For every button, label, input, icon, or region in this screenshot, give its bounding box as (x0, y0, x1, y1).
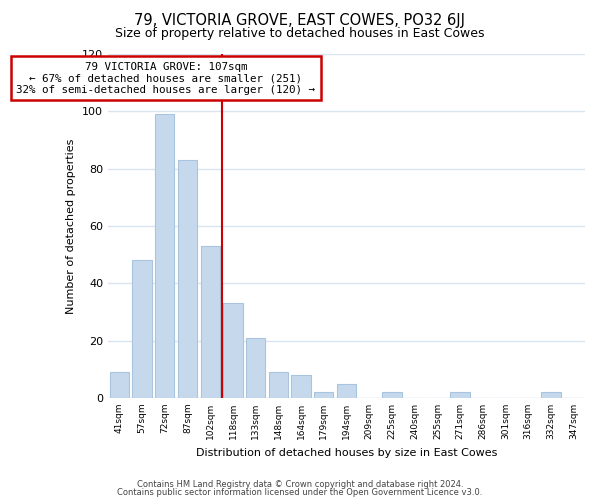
Bar (541, 392, 560, 398)
Bar (337, 384, 356, 398)
Bar (200, 246, 220, 398)
Bar (246, 338, 265, 398)
Bar (110, 372, 129, 398)
Text: Contains public sector information licensed under the Open Government Licence v3: Contains public sector information licen… (118, 488, 482, 497)
Text: 79 VICTORIA GROVE: 107sqm
← 67% of detached houses are smaller (251)
32% of semi: 79 VICTORIA GROVE: 107sqm ← 67% of detac… (16, 62, 316, 95)
Text: Contains HM Land Registry data © Crown copyright and database right 2024.: Contains HM Land Registry data © Crown c… (137, 480, 463, 489)
Y-axis label: Number of detached properties: Number of detached properties (67, 138, 76, 314)
Bar (382, 392, 401, 398)
X-axis label: Distribution of detached houses by size in East Cowes: Distribution of detached houses by size … (196, 448, 497, 458)
Bar (314, 392, 334, 398)
Bar (269, 372, 288, 398)
Bar (451, 392, 470, 398)
Bar (292, 375, 311, 398)
Bar (178, 160, 197, 398)
Bar (155, 114, 175, 398)
Text: 79, VICTORIA GROVE, EAST COWES, PO32 6JJ: 79, VICTORIA GROVE, EAST COWES, PO32 6JJ (134, 12, 466, 28)
Bar (223, 304, 242, 398)
Bar (133, 260, 152, 398)
Text: Size of property relative to detached houses in East Cowes: Size of property relative to detached ho… (115, 28, 485, 40)
